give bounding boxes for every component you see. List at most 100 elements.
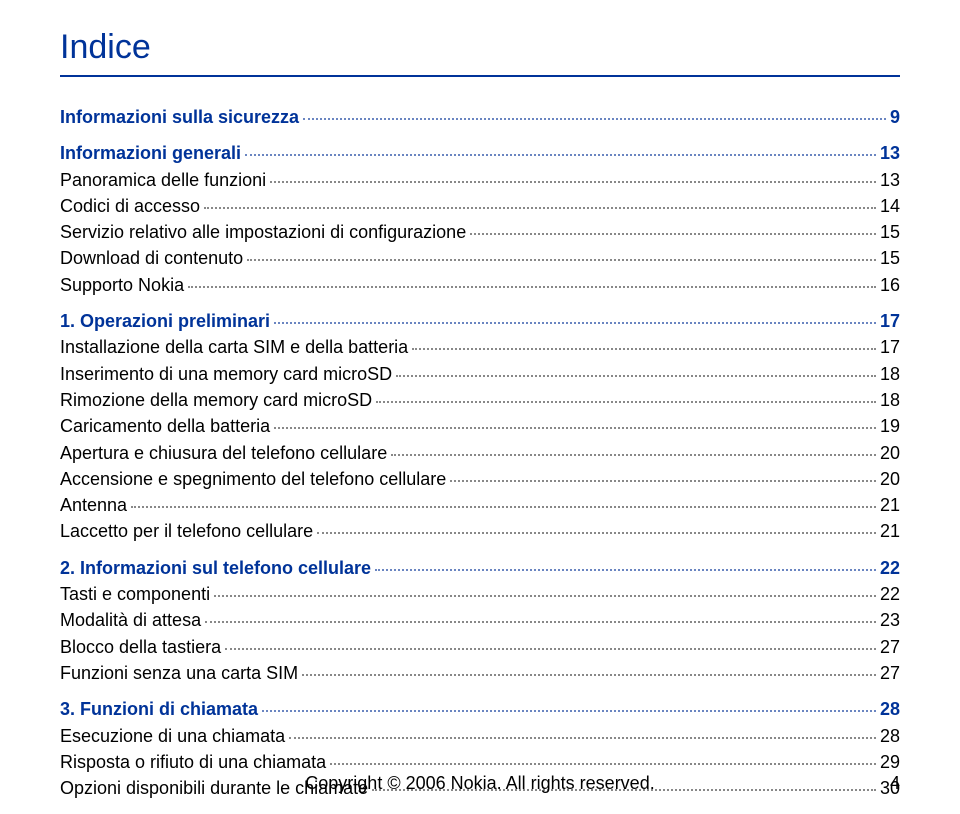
toc-entry: Codici di accesso 14 bbox=[60, 194, 900, 218]
footer-page-number: 4 bbox=[860, 773, 900, 794]
page-title: Indice bbox=[60, 28, 900, 67]
toc-entry-label: Blocco della tastiera bbox=[60, 635, 221, 659]
toc-entry: 1. Operazioni preliminari 17 bbox=[60, 309, 900, 333]
toc-entry-page: 20 bbox=[880, 441, 900, 465]
toc-entry: Blocco della tastiera 27 bbox=[60, 635, 900, 659]
toc-leader-dots bbox=[274, 322, 876, 324]
toc-entry-label: Laccetto per il telefono cellulare bbox=[60, 519, 313, 543]
toc-entry-page: 17 bbox=[880, 309, 900, 333]
toc-leader-dots bbox=[204, 207, 876, 209]
toc-entry-label: Funzioni senza una carta SIM bbox=[60, 661, 298, 685]
toc-entry-page: 15 bbox=[880, 220, 900, 244]
toc-leader-dots bbox=[450, 480, 876, 482]
toc-leader-dots bbox=[376, 401, 876, 403]
toc-entry-label: Modalità di attesa bbox=[60, 608, 201, 632]
toc-leader-dots bbox=[303, 118, 886, 120]
toc-entry: Funzioni senza una carta SIM 27 bbox=[60, 661, 900, 685]
toc-entry: Informazioni generali 13 bbox=[60, 141, 900, 165]
toc-entry-page: 13 bbox=[880, 168, 900, 192]
toc-entry: Esecuzione di una chiamata 28 bbox=[60, 724, 900, 748]
toc-entry-label: Esecuzione di una chiamata bbox=[60, 724, 285, 748]
toc-entry-page: 18 bbox=[880, 388, 900, 412]
toc-entry-label: Rimozione della memory card microSD bbox=[60, 388, 372, 412]
toc-entry-label: Apertura e chiusura del telefono cellula… bbox=[60, 441, 387, 465]
toc-leader-dots bbox=[245, 154, 876, 156]
toc-entry-label: Download di contenuto bbox=[60, 246, 243, 270]
toc-entry-page: 22 bbox=[880, 556, 900, 580]
toc-entry-label: Servizio relativo alle impostazioni di c… bbox=[60, 220, 466, 244]
toc-entry: Panoramica delle funzioni 13 bbox=[60, 168, 900, 192]
toc-leader-dots bbox=[214, 595, 876, 597]
toc-entry-page: 14 bbox=[880, 194, 900, 218]
toc-entry-label: Supporto Nokia bbox=[60, 273, 184, 297]
toc-entry-page: 29 bbox=[880, 750, 900, 774]
toc-leader-dots bbox=[270, 181, 876, 183]
toc-entry-label: Panoramica delle funzioni bbox=[60, 168, 266, 192]
toc-entry-page: 13 bbox=[880, 141, 900, 165]
toc-entry-page: 22 bbox=[880, 582, 900, 606]
toc-entry-page: 23 bbox=[880, 608, 900, 632]
toc-entry: 3. Funzioni di chiamata 28 bbox=[60, 697, 900, 721]
toc-entry: Accensione e spegnimento del telefono ce… bbox=[60, 467, 900, 491]
toc-entry-label: Caricamento della batteria bbox=[60, 414, 270, 438]
toc-leader-dots bbox=[391, 454, 876, 456]
toc-entry-label: Codici di accesso bbox=[60, 194, 200, 218]
toc-leader-dots bbox=[412, 348, 876, 350]
toc-entry-label: Installazione della carta SIM e della ba… bbox=[60, 335, 408, 359]
toc-entry: Apertura e chiusura del telefono cellula… bbox=[60, 441, 900, 465]
toc-entry-page: 16 bbox=[880, 273, 900, 297]
toc-entry: Antenna 21 bbox=[60, 493, 900, 517]
toc-entry: Caricamento della batteria 19 bbox=[60, 414, 900, 438]
toc-entry-label: Informazioni generali bbox=[60, 141, 241, 165]
footer: Copyright © 2006 Nokia. All rights reser… bbox=[0, 773, 960, 794]
toc-leader-dots bbox=[225, 648, 876, 650]
toc-entry-label: Inserimento di una memory card microSD bbox=[60, 362, 392, 386]
toc-leader-dots bbox=[188, 286, 876, 288]
toc-entry-page: 17 bbox=[880, 335, 900, 359]
toc-leader-dots bbox=[289, 737, 876, 739]
toc-leader-dots bbox=[131, 506, 876, 508]
toc-entry: Tasti e componenti 22 bbox=[60, 582, 900, 606]
toc-entry: Rimozione della memory card microSD 18 bbox=[60, 388, 900, 412]
toc-entry-page: 28 bbox=[880, 724, 900, 748]
toc-leader-dots bbox=[247, 259, 876, 261]
toc-entry: Installazione della carta SIM e della ba… bbox=[60, 335, 900, 359]
footer-copyright: Copyright © 2006 Nokia. All rights reser… bbox=[100, 773, 860, 794]
toc-entry-label: 2. Informazioni sul telefono cellulare bbox=[60, 556, 371, 580]
toc-entry: Risposta o rifiuto di una chiamata 29 bbox=[60, 750, 900, 774]
toc-entry-label: Risposta o rifiuto di una chiamata bbox=[60, 750, 326, 774]
toc-entry-page: 27 bbox=[880, 661, 900, 685]
toc-leader-dots bbox=[302, 674, 876, 676]
toc-entry: Servizio relativo alle impostazioni di c… bbox=[60, 220, 900, 244]
toc-entry-label: Accensione e spegnimento del telefono ce… bbox=[60, 467, 446, 491]
toc-entry-page: 21 bbox=[880, 493, 900, 517]
toc-entry-page: 28 bbox=[880, 697, 900, 721]
toc-leader-dots bbox=[396, 375, 876, 377]
toc-entry-label: Informazioni sulla sicurezza bbox=[60, 105, 299, 129]
toc-leader-dots bbox=[375, 569, 876, 571]
toc-entry: Inserimento di una memory card microSD 18 bbox=[60, 362, 900, 386]
toc-entry: Informazioni sulla sicurezza 9 bbox=[60, 105, 900, 129]
toc-entry-label: Tasti e componenti bbox=[60, 582, 210, 606]
toc-leader-dots bbox=[205, 621, 876, 623]
toc-entry: Laccetto per il telefono cellulare 21 bbox=[60, 519, 900, 543]
toc-leader-dots bbox=[330, 763, 876, 765]
title-underline bbox=[60, 75, 900, 77]
table-of-contents: Informazioni sulla sicurezza9Informazion… bbox=[60, 105, 900, 800]
toc-entry-page: 27 bbox=[880, 635, 900, 659]
toc-entry: Download di contenuto 15 bbox=[60, 246, 900, 270]
toc-leader-dots bbox=[470, 233, 876, 235]
toc-entry-label: Antenna bbox=[60, 493, 127, 517]
toc-entry-label: 1. Operazioni preliminari bbox=[60, 309, 270, 333]
toc-leader-dots bbox=[317, 532, 876, 534]
toc-entry: Modalità di attesa 23 bbox=[60, 608, 900, 632]
toc-entry-page: 19 bbox=[880, 414, 900, 438]
toc-leader-dots bbox=[262, 710, 876, 712]
toc-entry: Supporto Nokia 16 bbox=[60, 273, 900, 297]
toc-entry-page: 21 bbox=[880, 519, 900, 543]
toc-leader-dots bbox=[274, 427, 876, 429]
toc-entry-page: 18 bbox=[880, 362, 900, 386]
toc-entry-page: 15 bbox=[880, 246, 900, 270]
toc-entry-page: 9 bbox=[890, 105, 900, 129]
toc-entry-label: 3. Funzioni di chiamata bbox=[60, 697, 258, 721]
